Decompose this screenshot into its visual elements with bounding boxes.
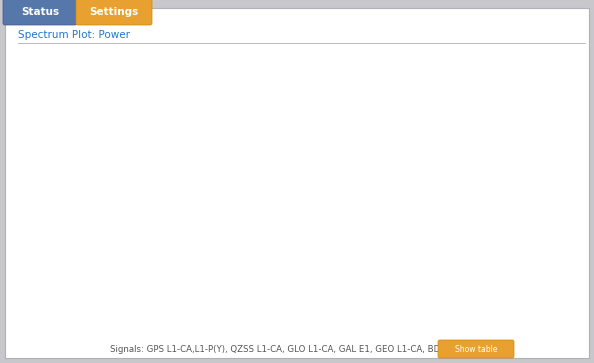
FancyBboxPatch shape — [3, 0, 77, 25]
Text: Settings: Settings — [89, 7, 138, 17]
Text: Signals: GPS L1-CA,L1-P(Y), QZSS L1-CA, GLO L1-CA, GAL E1, GEO L1-CA, BDS B1: Signals: GPS L1-CA,L1-P(Y), QZSS L1-CA, … — [110, 344, 460, 354]
FancyBboxPatch shape — [438, 340, 514, 358]
Text: Show table: Show table — [455, 344, 497, 354]
Text: Status: Status — [21, 7, 59, 17]
Text: Mean I: -1.33  |  Mean Q: 0.27  |  RMS I: 14.72  |  RMS Q: 14.71: Mean I: -1.33 | Mean Q: 0.27 | RMS I: 14… — [81, 302, 342, 311]
FancyBboxPatch shape — [76, 0, 152, 25]
Text: Spectrum Plot: Power: Spectrum Plot: Power — [18, 30, 130, 40]
Legend: Power (dB): Power (dB) — [488, 65, 573, 85]
